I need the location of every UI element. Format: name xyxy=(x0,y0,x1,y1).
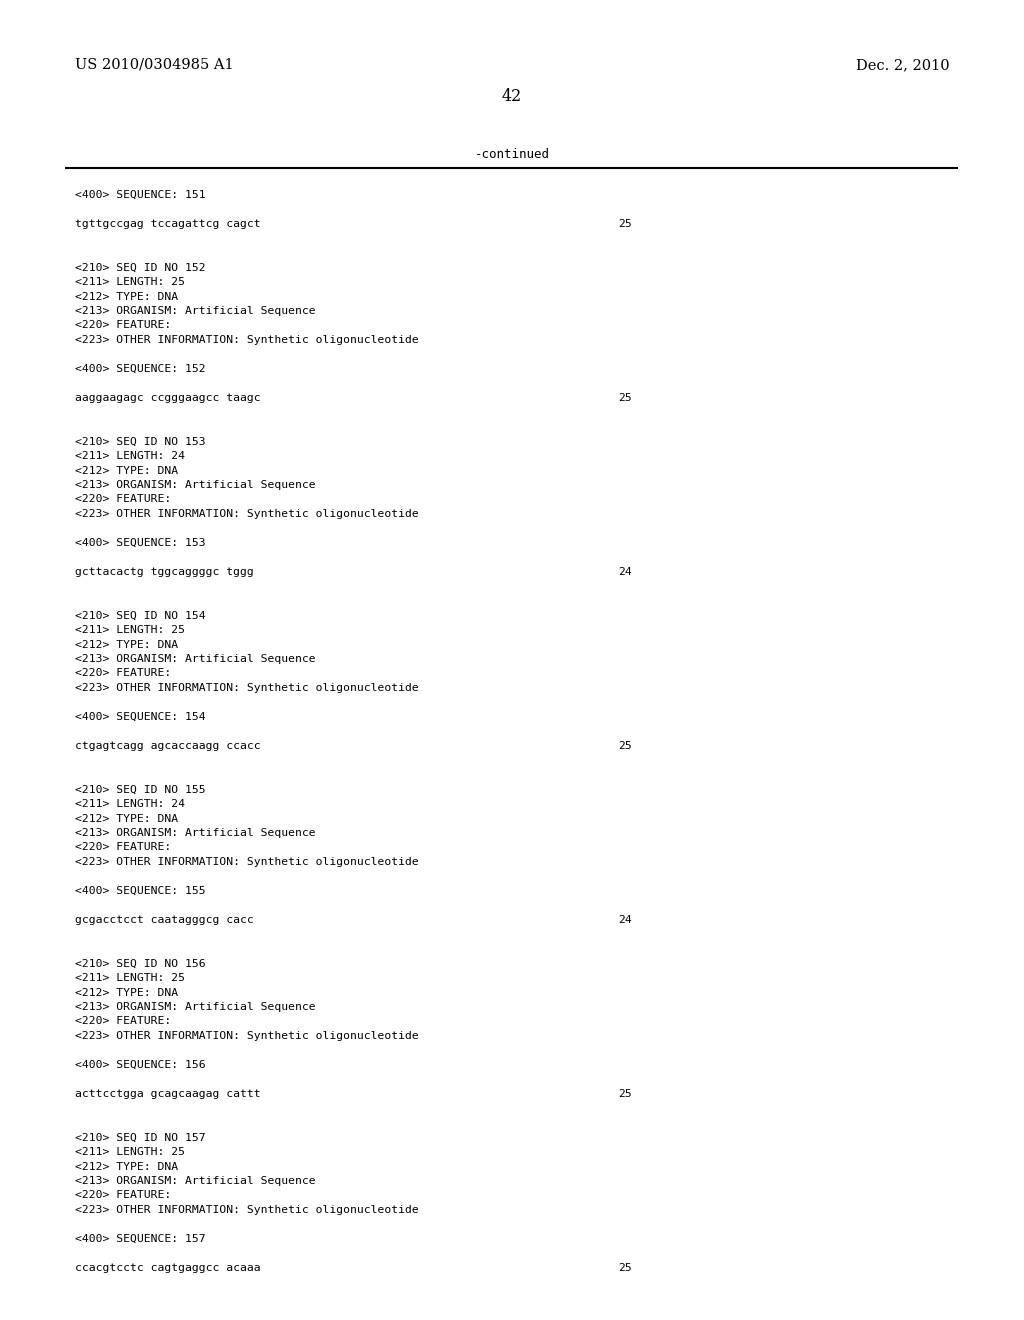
Text: <220> FEATURE:: <220> FEATURE: xyxy=(75,1191,171,1200)
Text: <220> FEATURE:: <220> FEATURE: xyxy=(75,1016,171,1027)
Text: 25: 25 xyxy=(618,1089,632,1100)
Text: <211> LENGTH: 25: <211> LENGTH: 25 xyxy=(75,624,185,635)
Text: ccacgtcctc cagtgaggcc acaaa: ccacgtcctc cagtgaggcc acaaa xyxy=(75,1263,261,1272)
Text: 25: 25 xyxy=(618,393,632,403)
Text: <220> FEATURE:: <220> FEATURE: xyxy=(75,668,171,678)
Text: <210> SEQ ID NO 153: <210> SEQ ID NO 153 xyxy=(75,437,206,446)
Text: <212> TYPE: DNA: <212> TYPE: DNA xyxy=(75,292,178,301)
Text: <211> LENGTH: 25: <211> LENGTH: 25 xyxy=(75,973,185,983)
Text: <212> TYPE: DNA: <212> TYPE: DNA xyxy=(75,466,178,475)
Text: gcttacactg tggcaggggc tggg: gcttacactg tggcaggggc tggg xyxy=(75,568,254,577)
Text: <211> LENGTH: 25: <211> LENGTH: 25 xyxy=(75,277,185,286)
Text: 24: 24 xyxy=(618,568,632,577)
Text: <210> SEQ ID NO 152: <210> SEQ ID NO 152 xyxy=(75,263,206,272)
Text: <213> ORGANISM: Artificial Sequence: <213> ORGANISM: Artificial Sequence xyxy=(75,1002,315,1012)
Text: <223> OTHER INFORMATION: Synthetic oligonucleotide: <223> OTHER INFORMATION: Synthetic oligo… xyxy=(75,682,419,693)
Text: <212> TYPE: DNA: <212> TYPE: DNA xyxy=(75,987,178,998)
Text: <212> TYPE: DNA: <212> TYPE: DNA xyxy=(75,639,178,649)
Text: <213> ORGANISM: Artificial Sequence: <213> ORGANISM: Artificial Sequence xyxy=(75,480,315,490)
Text: 24: 24 xyxy=(618,915,632,925)
Text: gcgacctcct caatagggcg cacc: gcgacctcct caatagggcg cacc xyxy=(75,915,254,925)
Text: <223> OTHER INFORMATION: Synthetic oligonucleotide: <223> OTHER INFORMATION: Synthetic oligo… xyxy=(75,335,419,345)
Text: <212> TYPE: DNA: <212> TYPE: DNA xyxy=(75,813,178,824)
Text: <220> FEATURE:: <220> FEATURE: xyxy=(75,321,171,330)
Text: <213> ORGANISM: Artificial Sequence: <213> ORGANISM: Artificial Sequence xyxy=(75,828,315,838)
Text: US 2010/0304985 A1: US 2010/0304985 A1 xyxy=(75,58,233,73)
Text: <400> SEQUENCE: 155: <400> SEQUENCE: 155 xyxy=(75,886,206,896)
Text: <400> SEQUENCE: 151: <400> SEQUENCE: 151 xyxy=(75,190,206,201)
Text: <211> LENGTH: 24: <211> LENGTH: 24 xyxy=(75,799,185,809)
Text: aaggaagagc ccgggaagcc taagc: aaggaagagc ccgggaagcc taagc xyxy=(75,393,261,403)
Text: <400> SEQUENCE: 153: <400> SEQUENCE: 153 xyxy=(75,539,206,548)
Text: acttcctgga gcagcaagag cattt: acttcctgga gcagcaagag cattt xyxy=(75,1089,261,1100)
Text: <400> SEQUENCE: 157: <400> SEQUENCE: 157 xyxy=(75,1234,206,1243)
Text: <210> SEQ ID NO 154: <210> SEQ ID NO 154 xyxy=(75,610,206,620)
Text: 25: 25 xyxy=(618,1263,632,1272)
Text: <400> SEQUENCE: 156: <400> SEQUENCE: 156 xyxy=(75,1060,206,1071)
Text: <223> OTHER INFORMATION: Synthetic oligonucleotide: <223> OTHER INFORMATION: Synthetic oligo… xyxy=(75,510,419,519)
Text: <211> LENGTH: 25: <211> LENGTH: 25 xyxy=(75,1147,185,1158)
Text: <400> SEQUENCE: 152: <400> SEQUENCE: 152 xyxy=(75,364,206,374)
Text: <212> TYPE: DNA: <212> TYPE: DNA xyxy=(75,1162,178,1172)
Text: <211> LENGTH: 24: <211> LENGTH: 24 xyxy=(75,451,185,461)
Text: -continued: -continued xyxy=(474,148,550,161)
Text: <210> SEQ ID NO 156: <210> SEQ ID NO 156 xyxy=(75,958,206,969)
Text: tgttgccgag tccagattcg cagct: tgttgccgag tccagattcg cagct xyxy=(75,219,261,228)
Text: <213> ORGANISM: Artificial Sequence: <213> ORGANISM: Artificial Sequence xyxy=(75,1176,315,1185)
Text: Dec. 2, 2010: Dec. 2, 2010 xyxy=(856,58,950,73)
Text: <220> FEATURE:: <220> FEATURE: xyxy=(75,842,171,853)
Text: <223> OTHER INFORMATION: Synthetic oligonucleotide: <223> OTHER INFORMATION: Synthetic oligo… xyxy=(75,1031,419,1041)
Text: <220> FEATURE:: <220> FEATURE: xyxy=(75,495,171,504)
Text: <223> OTHER INFORMATION: Synthetic oligonucleotide: <223> OTHER INFORMATION: Synthetic oligo… xyxy=(75,1205,419,1214)
Text: <400> SEQUENCE: 154: <400> SEQUENCE: 154 xyxy=(75,711,206,722)
Text: 42: 42 xyxy=(502,88,522,106)
Text: 25: 25 xyxy=(618,219,632,228)
Text: 25: 25 xyxy=(618,741,632,751)
Text: ctgagtcagg agcaccaagg ccacc: ctgagtcagg agcaccaagg ccacc xyxy=(75,741,261,751)
Text: <213> ORGANISM: Artificial Sequence: <213> ORGANISM: Artificial Sequence xyxy=(75,306,315,315)
Text: <210> SEQ ID NO 157: <210> SEQ ID NO 157 xyxy=(75,1133,206,1143)
Text: <213> ORGANISM: Artificial Sequence: <213> ORGANISM: Artificial Sequence xyxy=(75,653,315,664)
Text: <223> OTHER INFORMATION: Synthetic oligonucleotide: <223> OTHER INFORMATION: Synthetic oligo… xyxy=(75,857,419,867)
Text: <210> SEQ ID NO 155: <210> SEQ ID NO 155 xyxy=(75,784,206,795)
